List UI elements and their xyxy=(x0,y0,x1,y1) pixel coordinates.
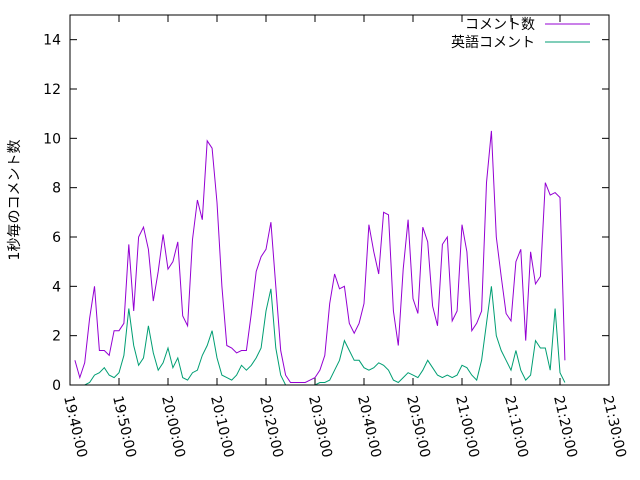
x-tick-label: 19:40:00 xyxy=(60,394,90,459)
x-tick-label: 21:00:00 xyxy=(452,394,482,459)
legend-label: コメント数 xyxy=(465,17,535,33)
y-axis-label: 1秒毎のコメント数 xyxy=(7,140,23,261)
x-tick-label: 21:10:00 xyxy=(501,394,531,459)
legend-label: 英語コメント xyxy=(451,34,535,51)
x-tick-label: 20:10:00 xyxy=(207,394,237,459)
x-tick-label: 20:40:00 xyxy=(354,394,384,459)
x-tick-label: 21:20:00 xyxy=(550,394,580,459)
y-tick-label: 12 xyxy=(43,82,61,98)
y-tick-label: 2 xyxy=(52,329,61,345)
x-tick-label: 20:30:00 xyxy=(305,394,335,459)
series-line-2 xyxy=(74,286,566,386)
y-tick-label: 0 xyxy=(52,378,61,394)
plot-frame xyxy=(69,14,610,386)
x-tick-label: 20:50:00 xyxy=(403,394,433,459)
x-tick-label: 19:50:00 xyxy=(109,394,139,459)
x-tick-label: 21:30:00 xyxy=(599,394,629,459)
x-tick-label: 20:00:00 xyxy=(158,394,188,459)
series-line-1 xyxy=(74,130,566,383)
y-tick-label: 6 xyxy=(52,230,61,246)
y-tick-label: 14 xyxy=(43,33,61,49)
y-tick-label: 8 xyxy=(52,181,61,197)
series-layer xyxy=(74,130,566,386)
axes: 0 2 4 6 8 10 12 14 19:40:00 19:50:00 20:00:00 20:10… xyxy=(43,15,629,459)
y-tick-label: 10 xyxy=(43,131,61,147)
x-tick-label: 20:20:00 xyxy=(256,394,286,459)
y-tick-label: 4 xyxy=(52,279,61,295)
